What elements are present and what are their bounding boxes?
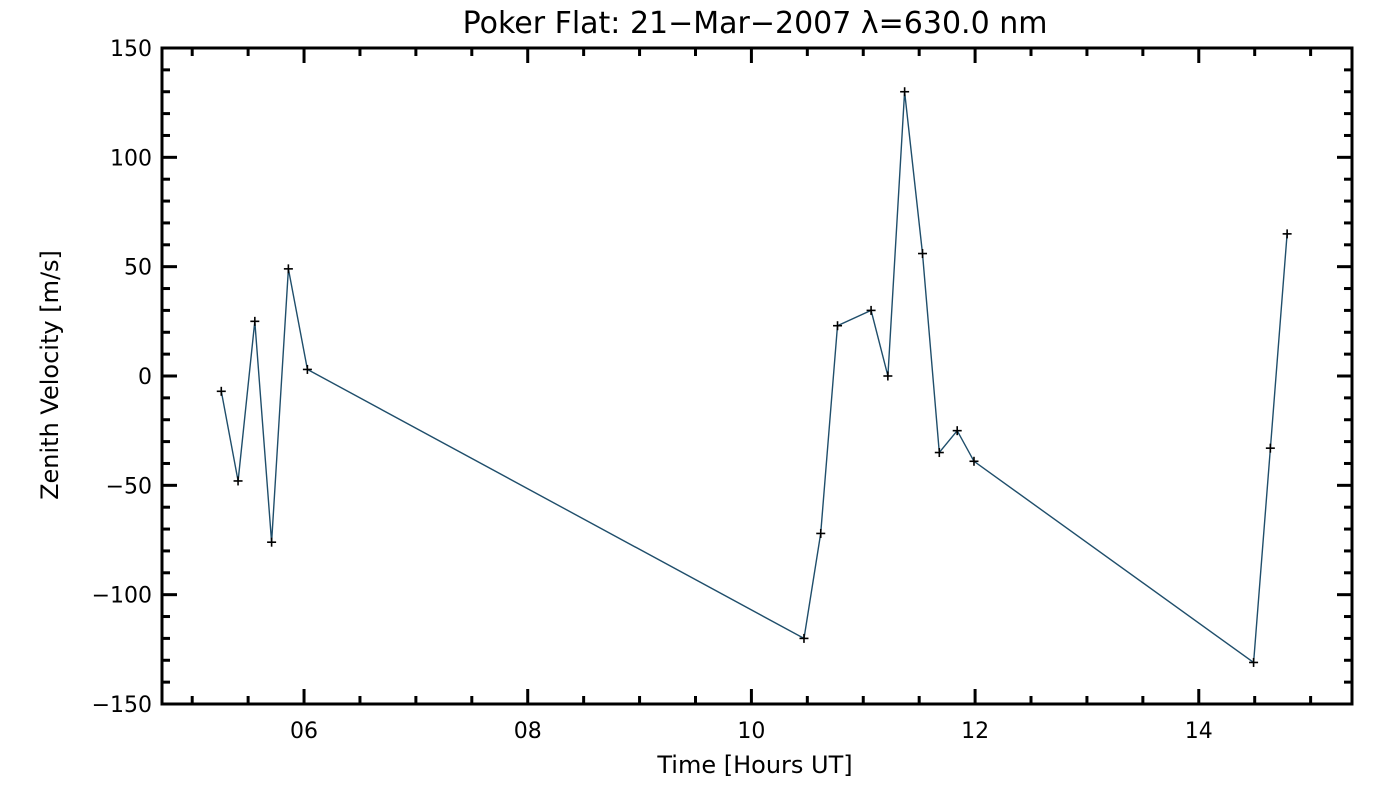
- x-tick-label: 12: [961, 719, 989, 744]
- data-point-marker: [969, 456, 979, 466]
- tick-labels: 06 08 10 12 14 150 100 50 0 −50 −100 −150: [92, 37, 1213, 744]
- plot-frame: [160, 46, 1354, 706]
- x-tick-label: 06: [290, 719, 318, 744]
- data-point-marker: [250, 316, 260, 326]
- data-point-marker: [816, 528, 826, 538]
- data-point-marker: [302, 364, 312, 374]
- y-tick-label: −50: [106, 474, 152, 499]
- y-axis-label: Zenith Velocity [m/s]: [36, 250, 64, 500]
- data-point-marker: [267, 537, 277, 547]
- data-point-marker: [866, 305, 876, 315]
- y-tick-label: 0: [138, 365, 152, 390]
- data-point-marker: [833, 321, 843, 331]
- y-tick-label: −150: [92, 693, 152, 718]
- plot-area: [216, 87, 1292, 667]
- chart-title: Poker Flat: 21−Mar−2007 λ=630.0 nm: [463, 6, 1048, 41]
- data-point-marker: [233, 476, 243, 486]
- data-point-marker: [1265, 443, 1275, 453]
- x-tick-label: 10: [737, 719, 765, 744]
- data-point-marker: [283, 264, 293, 274]
- y-tick-label: 150: [110, 37, 152, 62]
- data-point-marker: [1282, 229, 1292, 239]
- data-point-marker: [918, 249, 928, 259]
- data-point-marker: [900, 87, 910, 97]
- x-tick-label: 14: [1185, 719, 1213, 744]
- data-point-marker: [216, 386, 226, 396]
- data-point-marker: [883, 371, 893, 381]
- y-tick-label: 100: [110, 146, 152, 171]
- data-point-marker: [934, 448, 944, 458]
- x-axis-label: Time [Hours UT]: [656, 751, 852, 779]
- y-tick-label: −100: [92, 584, 152, 609]
- data-point-marker: [799, 633, 809, 643]
- series-line: [220, 91, 1288, 664]
- data-point-marker: [1249, 657, 1259, 667]
- y-tick-label: 50: [124, 256, 152, 281]
- x-tick-label: 08: [514, 719, 542, 744]
- data-point-marker: [952, 426, 962, 436]
